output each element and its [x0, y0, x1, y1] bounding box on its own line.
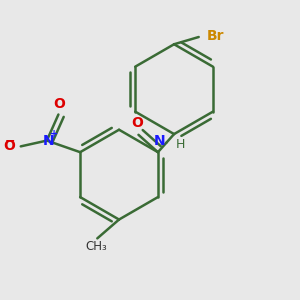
Text: +: +	[50, 129, 58, 139]
Text: H: H	[176, 138, 185, 151]
Text: Br: Br	[207, 29, 224, 44]
Text: O: O	[53, 97, 65, 111]
Text: O: O	[4, 140, 16, 153]
Text: −: −	[4, 135, 15, 148]
Text: O: O	[131, 116, 143, 130]
Text: N: N	[43, 134, 54, 148]
Text: N: N	[153, 134, 165, 148]
Text: CH₃: CH₃	[85, 240, 107, 253]
